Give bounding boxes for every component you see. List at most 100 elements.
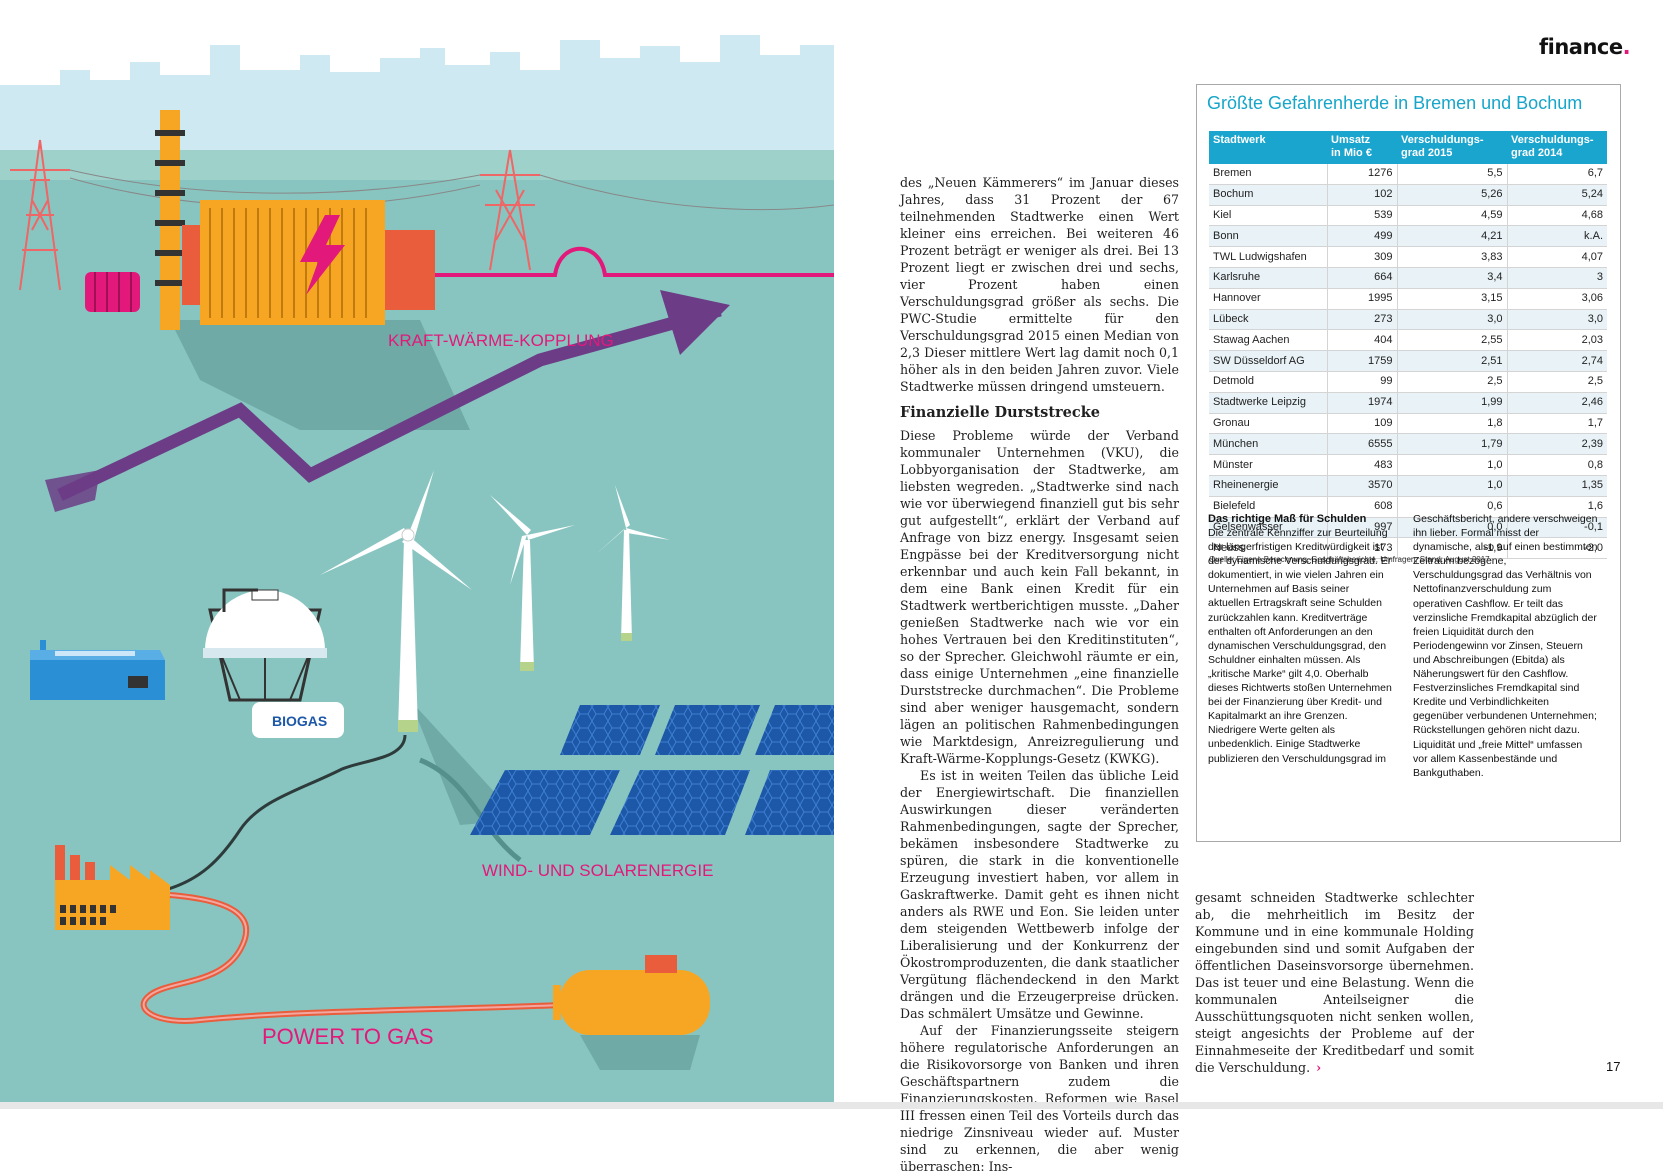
cell-grad-2014: 2,46: [1506, 392, 1607, 414]
table-row: Rheinenergie 3570 1,0 1,35: [1209, 475, 1607, 497]
cell-grad-2014: 5,24: [1506, 184, 1607, 206]
solar-panels: [470, 705, 834, 835]
cell-stadtwerk: Lübeck: [1209, 309, 1327, 331]
cell-grad-2014: -2,0: [1506, 537, 1607, 560]
lightning-icon: [300, 215, 345, 295]
cell-grad-2015: 3,0: [1396, 309, 1507, 331]
cell-stadtwerk: Bielefeld: [1209, 496, 1327, 518]
cell-grad-2015: 1,8: [1396, 413, 1507, 435]
energy-illustration: KRAFT-WÄRME-KOPPLUNG: [0, 0, 834, 1104]
cell-umsatz: 6555: [1326, 433, 1397, 456]
cell-grad-2015: 4,59: [1396, 205, 1507, 227]
cell-umsatz: 404: [1326, 329, 1397, 352]
cell-umsatz: 499: [1326, 225, 1397, 248]
source-note: Quelle: Eigene Berechnung, Geschäftsberi…: [1209, 555, 1490, 564]
cell-grad-2015: 1,79: [1396, 433, 1507, 456]
cell-grad-2014: 4,68: [1506, 205, 1607, 227]
cell-stadtwerk: SW Düsseldorf AG: [1209, 350, 1327, 372]
table-row: SW Düsseldorf AG 1759 2,51 2,74: [1209, 350, 1607, 372]
cell-umsatz: 109: [1326, 413, 1397, 435]
label-biogas: BIOGAS: [272, 713, 327, 729]
cell-umsatz: 483: [1326, 454, 1397, 476]
sidebar-heading: Das richtige Maß für Schulden: [1208, 513, 1367, 525]
cell-grad-2014: -0,1: [1506, 517, 1607, 539]
cell-grad-2014: 1,7: [1506, 413, 1607, 435]
column-header: Stadtwerk: [1209, 131, 1327, 164]
power-pylon-left: [10, 139, 70, 291]
sidebar-text-column-2: Geschäftsbericht, andere verschweigen ih…: [1413, 512, 1598, 780]
cell-grad-2015: 3,83: [1396, 246, 1507, 268]
cell-umsatz: 309: [1326, 246, 1397, 268]
cell-umsatz: 1974: [1326, 392, 1397, 414]
chp-plant: [85, 110, 435, 330]
cell-grad-2015: 2,51: [1396, 350, 1507, 372]
cell-grad-2015: 5,5: [1396, 164, 1507, 185]
table-row: Lübeck 273 3,0 3,0: [1209, 309, 1607, 331]
container-building: [30, 640, 165, 700]
data-table: Stadtwerk Umsatz in Mio € Verschuldungs-g…: [1209, 131, 1607, 560]
cell-grad-2014: 2,03: [1506, 329, 1607, 352]
cell-stadtwerk: Detmold: [1209, 371, 1327, 393]
infobox: Größte Gefahrenherde in Bremen und Bochu…: [1196, 84, 1621, 842]
cell-grad-2014: 4,07: [1506, 246, 1607, 268]
cell-grad-2015: 3,4: [1396, 267, 1507, 289]
power-pylon-right: [480, 149, 540, 271]
cell-grad-2014: k.A.: [1506, 225, 1607, 248]
cell-grad-2015: 4,21: [1396, 225, 1507, 248]
label-kwk: KRAFT-WÄRME-KOPPLUNG: [388, 331, 614, 350]
table-row: Gelsenwasser 997 0,0 -0,1: [1209, 517, 1607, 539]
cell-umsatz: 1995: [1326, 288, 1397, 310]
page-number: 17: [1606, 1059, 1621, 1074]
cell-grad-2015: 1,0: [1396, 454, 1507, 476]
table-row: Münster 483 1,0 0,8: [1209, 454, 1607, 476]
industrial-building: [55, 845, 170, 930]
cell-umsatz: 997: [1326, 517, 1397, 539]
brand-logo: finance.: [1539, 35, 1631, 59]
cell-grad-2015: 0,6: [1396, 496, 1507, 518]
cell-stadtwerk: Neuss: [1209, 537, 1327, 560]
cell-grad-2014: 2,5: [1506, 371, 1607, 393]
table-header-row: Stadtwerk Umsatz in Mio € Verschuldungs-g…: [1209, 131, 1607, 164]
sidebar-text-column-1: Das richtige Maß für Schulden Die zentra…: [1208, 512, 1393, 766]
skyline: [0, 35, 834, 160]
cell-stadtwerk: Bochum: [1209, 184, 1327, 206]
cell-umsatz: 99: [1326, 371, 1397, 393]
cell-stadtwerk: Gronau: [1209, 413, 1327, 435]
table-row: Neuss 173 -1,9 -2,0: [1209, 537, 1607, 560]
cell-stadtwerk: TWL Ludwigshafen: [1209, 246, 1327, 268]
paragraph: Auf der Finanzierungsseite steigern höhe…: [900, 1023, 1179, 1174]
cell-grad-2014: 0,8: [1506, 454, 1607, 476]
table-row: München 6555 1,79 2,39: [1209, 433, 1607, 456]
cell-grad-2015: 1,99: [1396, 392, 1507, 414]
table-row: Detmold 99 2,5 2,5: [1209, 371, 1607, 393]
cell-grad-2014: 2,74: [1506, 350, 1607, 372]
table-row: Bochum 102 5,26 5,24: [1209, 184, 1607, 206]
paragraph: Es ist in weiten Teilen das übliche Leid…: [900, 768, 1179, 1021]
cell-umsatz: 1759: [1326, 350, 1397, 372]
cell-stadtwerk: Karlsruhe: [1209, 267, 1327, 289]
sidebar-paragraph: Geschäftsbericht, andere verschweigen ih…: [1413, 513, 1598, 779]
cell-grad-2015: 1,0: [1396, 475, 1507, 497]
cell-grad-2015: 5,26: [1396, 184, 1507, 206]
wind-turbine-3: [595, 485, 670, 641]
cell-stadtwerk: Rheinenergie: [1209, 475, 1327, 497]
cell-grad-2014: 1,35: [1506, 475, 1607, 497]
cell-stadtwerk: Hannover: [1209, 288, 1327, 310]
rising-arrow: [57, 303, 722, 501]
cell-grad-2015: 0,0: [1396, 517, 1507, 539]
cell-grad-2014: 3,06: [1506, 288, 1607, 310]
table-row: Gronau 109 1,8 1,7: [1209, 413, 1607, 435]
table-row: Bonn 499 4,21 k.A.: [1209, 225, 1607, 248]
cell-grad-2014: 1,6: [1506, 496, 1607, 518]
article-column-2: gesamt schneiden Stadtwerke schlechter a…: [1195, 889, 1474, 1076]
cell-grad-2015: 3,15: [1396, 288, 1507, 310]
cell-stadtwerk: Münster: [1209, 454, 1327, 476]
cell-umsatz: 173: [1326, 537, 1397, 560]
cell-stadtwerk: Bonn: [1209, 225, 1327, 248]
cell-grad-2015: 2,5: [1396, 371, 1507, 393]
cell-stadtwerk: Stadtwerke Leipzig: [1209, 392, 1327, 414]
infobox-title: Größte Gefahrenherde in Bremen und Bochu…: [1207, 93, 1583, 113]
cell-umsatz: 3570: [1326, 475, 1397, 497]
paragraph: des „Neuen Kämmerers“ im Januar dieses J…: [900, 175, 1179, 394]
gas-tank: [553, 955, 710, 1070]
